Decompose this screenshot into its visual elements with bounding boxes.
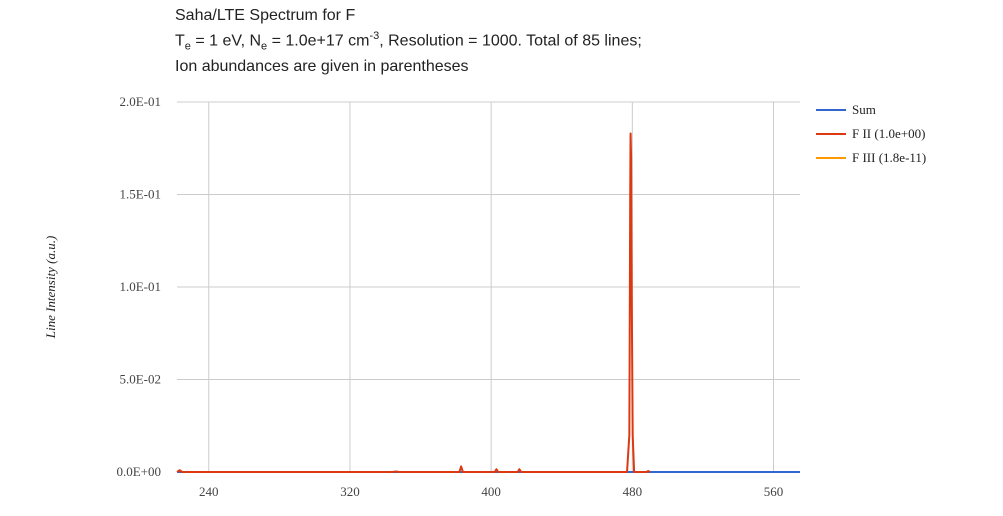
title-line-2: Te = 1 eV, Ne = 1.0e+17 cm-3, Resolution…	[175, 26, 642, 57]
x-tick-label: 320	[340, 484, 360, 499]
legend-label: Sum	[852, 102, 876, 117]
te-value: = 1 eV, N	[190, 32, 262, 50]
y-axis-label: Line Intensity (a.u.)	[43, 236, 58, 340]
y-tick-label: 1.5E-01	[119, 187, 161, 202]
legend-label: F II (1.0e+00)	[852, 126, 925, 141]
title-line-1: Saha/LTE Spectrum for F	[175, 7, 356, 24]
y-tick-label: 5.0E-02	[119, 372, 161, 387]
legend-label: F III (1.8e-11)	[852, 150, 926, 165]
ne-superscript: -3	[369, 30, 380, 42]
x-tick-label: 480	[623, 484, 643, 499]
legend: Sum F II (1.0e+00) F III (1.8e-11)	[816, 102, 926, 165]
ne-subscript: e	[261, 40, 268, 53]
x-tick-label: 400	[481, 484, 501, 499]
y-tick-label: 2.0E-01	[119, 94, 161, 109]
te-label: T	[175, 32, 185, 50]
x-tick-label: 240	[199, 484, 219, 499]
series-line-f-ii	[176, 132, 651, 473]
x-tick-label: 560	[764, 484, 784, 499]
grid-lines	[177, 101, 800, 473]
te-subscript: e	[184, 40, 191, 53]
title-rest: , Resolution = 1000. Total of 85 lines;	[379, 32, 642, 50]
chart-title: Saha/LTE Spectrum for F Te = 1 eV, Ne = …	[175, 6, 642, 77]
series-lines	[176, 132, 800, 473]
y-tick-label: 1.0E-01	[119, 279, 161, 294]
y-tick-label: 0.0E+00	[116, 464, 161, 479]
title-line-3: Ion abundances are given in parentheses	[175, 57, 469, 75]
ne-value: = 1.0e+17 cm	[267, 32, 370, 50]
x-axis-ticks: 240 320 400 480 560	[199, 484, 783, 499]
y-axis-ticks: 0.0E+00 5.0E-02 1.0E-01 1.5E-01 2.0E-01	[116, 94, 161, 479]
